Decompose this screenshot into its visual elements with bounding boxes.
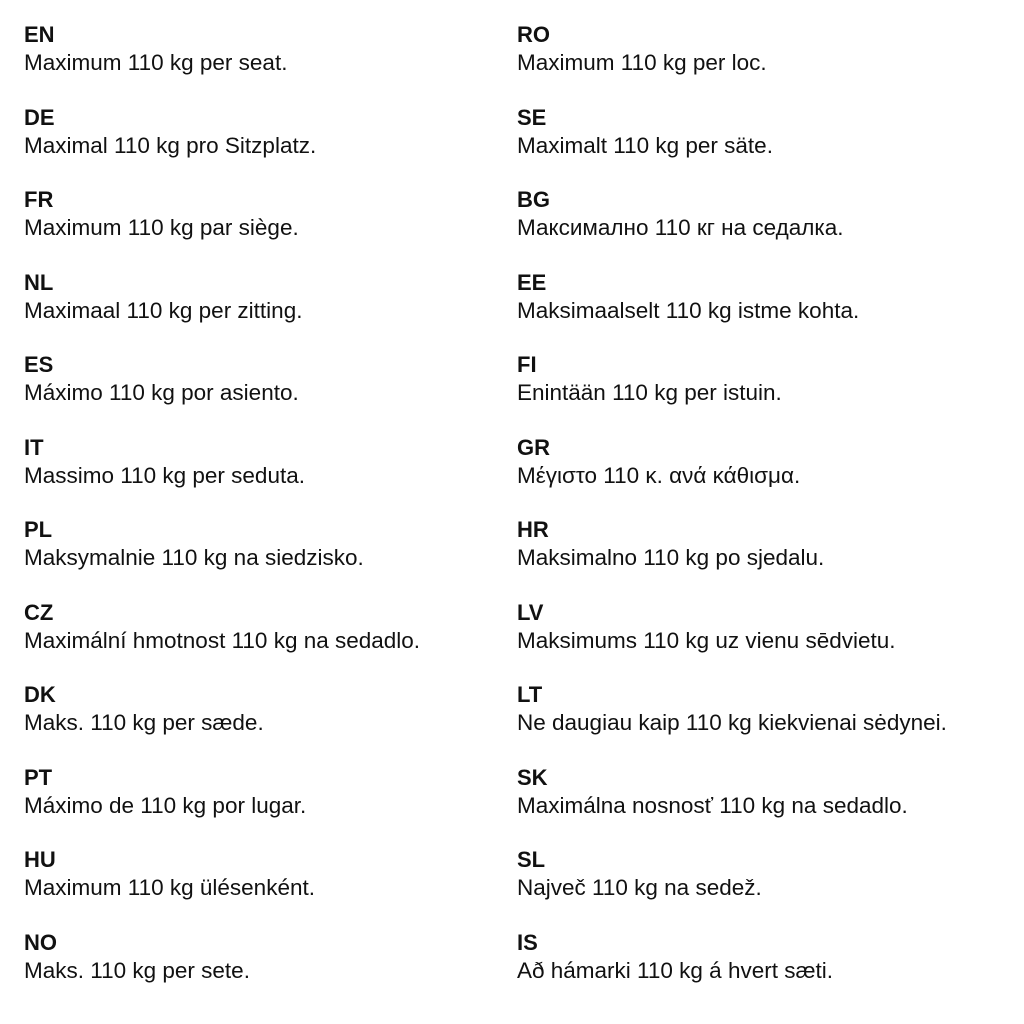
weight-limit-text: Maximálna nosnosť 110 kg na sedadlo. (517, 792, 908, 818)
weight-limit-text: Máximo 110 kg por asiento. (24, 380, 299, 405)
weight-limit-text: Maximaal 110 kg per zitting. (24, 297, 303, 323)
language-code: RO (517, 22, 550, 47)
language-entry: FR Maximum 110 kg par siège. (24, 187, 514, 270)
weight-limit-text: Μέγιστο 110 κ. ανά κάθισμα. (517, 462, 801, 488)
language-entry: IT Massimo 110 kg per seduta. (24, 435, 514, 518)
left-column: EN Maximum 110 kg per seat. DE Maximal 110 … (24, 22, 514, 1012)
language-entry: GR Μέγιστο 110 κ. ανά κάθισμα. (517, 435, 1007, 518)
weight-limit-text: Ne daugiau kaip 110 kg kiekvienai sėdyne… (517, 710, 947, 735)
weight-limit-text: Maksimums 110 kg uz vienu sēdvietu. (517, 627, 896, 653)
language-entry: SL Največ 110 kg na sedež. (517, 847, 1007, 930)
weight-limit-text: Maksimaalselt 110 kg istme kohta. (517, 297, 860, 323)
language-code: DE (24, 104, 55, 130)
language-code: SK (517, 764, 548, 790)
language-entry: BG Максимално 110 кг на седалка. (517, 187, 1007, 270)
weight-limit-text: Enintään 110 kg per istuin. (517, 380, 782, 405)
language-code: HR (517, 517, 549, 542)
language-code: PL (24, 517, 53, 542)
language-entry: SE Maximalt 110 kg per säte. (517, 105, 1007, 188)
right-column: RO Maximum 110 kg per loc. SE Maximalt 110 … (517, 22, 1007, 1012)
weight-limit-text: Maximum 110 kg par siège. (24, 215, 299, 240)
language-entry: SK Maximálna nosnosť 110 kg na sedadlo. (517, 765, 1007, 848)
language-entry: HU Maximum 110 kg ülésenként. (24, 847, 514, 930)
language-entry: RO Maximum 110 kg per loc. (517, 22, 1007, 105)
weight-limit-text: Maksimalno 110 kg po sjedalu. (517, 545, 825, 570)
language-entry: NO Maks. 110 kg per sete. (24, 930, 514, 1013)
language-code: HU (24, 847, 56, 872)
weight-limit-text: Maximal 110 kg pro Sitzplatz. (24, 132, 317, 158)
language-entry: CZ Maximální hmotnost 110 kg na sedadlo. (24, 600, 514, 683)
language-code: LT (517, 682, 543, 707)
weight-limit-text: Maks. 110 kg per sete. (24, 957, 250, 983)
language-code: ES (24, 352, 54, 377)
language-entry: LT Ne daugiau kaip 110 kg kiekvienai sėdy… (517, 682, 1007, 765)
language-entry: EE Maksimaalselt 110 kg istme kohta. (517, 270, 1007, 353)
language-code: EE (517, 269, 547, 295)
weight-limit-text: Máximo de 110 kg por lugar. (24, 792, 307, 818)
language-entry: IS Að hámarki 110 kg á hvert sæti. (517, 930, 1007, 1013)
weight-limit-text: Að hámarki 110 kg á hvert sæti. (517, 957, 833, 983)
language-entry: PL Maksymalnie 110 kg na siedzisko. (24, 517, 514, 600)
language-code: NL (24, 269, 54, 295)
language-entry: EN Maximum 110 kg per seat. (24, 22, 514, 105)
language-code: LV (517, 599, 544, 625)
weight-limit-text: Massimo 110 kg per seduta. (24, 462, 305, 488)
language-code: BG (517, 187, 550, 212)
weight-limit-text: Maximum 110 kg per loc. (517, 50, 767, 75)
language-code: IS (517, 929, 538, 955)
language-code: CZ (24, 599, 54, 625)
language-entry: PT Máximo de 110 kg por lugar. (24, 765, 514, 848)
weight-limit-text: Maximum 110 kg ülésenként. (24, 875, 315, 900)
language-code: FI (517, 352, 537, 377)
weight-limit-text: Maximum 110 kg per seat. (24, 50, 288, 75)
weight-limit-text: Максимално 110 кг на седалка. (517, 215, 844, 240)
language-entry: DE Maximal 110 kg pro Sitzplatz. (24, 105, 514, 188)
language-code: FR (24, 187, 54, 212)
language-entry: DK Maks. 110 kg per sæde. (24, 682, 514, 765)
language-entry: LV Maksimums 110 kg uz vienu sēdvietu. (517, 600, 1007, 683)
language-code: EN (24, 22, 55, 47)
weight-limit-text: Maksymalnie 110 kg na siedzisko. (24, 545, 364, 570)
weight-limit-text: Maximální hmotnost 110 kg na sedadlo. (24, 627, 421, 653)
language-entry: FI Enintään 110 kg per istuin. (517, 352, 1007, 435)
language-code: GR (517, 434, 550, 460)
language-code: SL (517, 847, 546, 872)
language-code: IT (24, 434, 44, 460)
language-entry: NL Maximaal 110 kg per zitting. (24, 270, 514, 353)
language-entry: HR Maksimalno 110 kg po sjedalu. (517, 517, 1007, 600)
weight-limit-text: Maks. 110 kg per sæde. (24, 710, 264, 735)
language-code: DK (24, 682, 56, 707)
weight-limit-text: Največ 110 kg na sedež. (517, 875, 762, 900)
weight-limit-text: Maximalt 110 kg per säte. (517, 132, 773, 158)
language-code: SE (517, 104, 547, 130)
language-entry: ES Máximo 110 kg por asiento. (24, 352, 514, 435)
language-code: PT (24, 764, 53, 790)
language-code: NO (24, 929, 57, 955)
